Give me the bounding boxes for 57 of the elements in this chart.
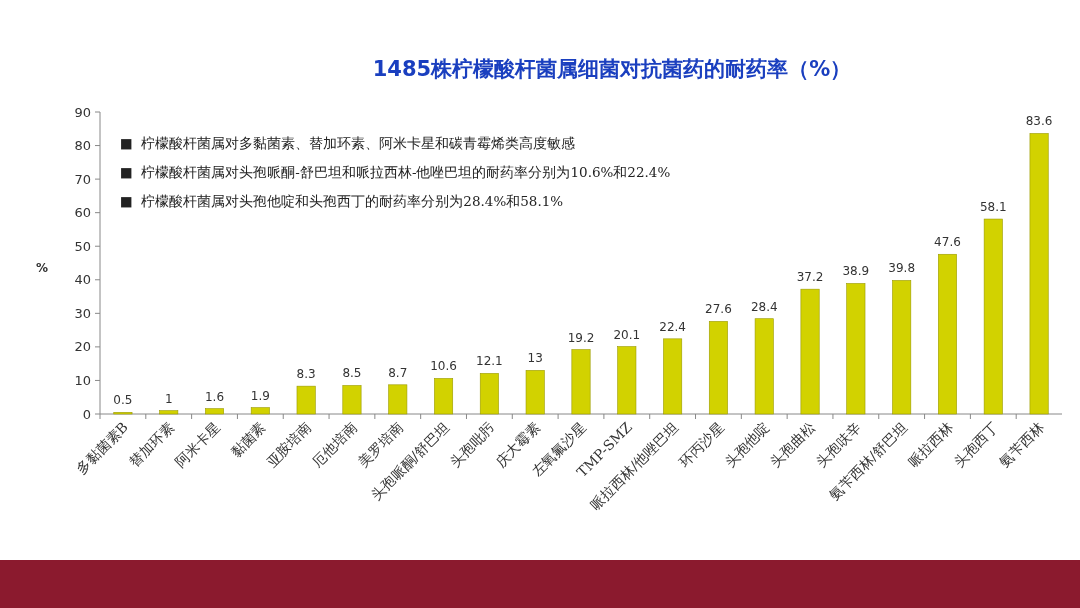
bar [708, 321, 728, 415]
data-label: 1.9 [250, 388, 270, 403]
data-label: 8.5 [342, 366, 362, 381]
data-label: 12.1 [476, 354, 503, 369]
y-tick-label: 30 [74, 305, 91, 321]
bar [663, 338, 683, 415]
data-label: 1.6 [204, 389, 225, 404]
data-label: 10.6 [430, 359, 457, 374]
bar [159, 410, 179, 415]
chart-title: 1485株柠檬酸杆菌属细菌对抗菌药的耐药率（%） [372, 57, 852, 81]
data-label: 58.1 [979, 200, 1007, 215]
bar [617, 346, 637, 415]
y-tick-label: 70 [74, 171, 91, 187]
data-label: 27.6 [705, 302, 732, 317]
bar [388, 384, 408, 415]
y-tick-label: 80 [74, 138, 91, 154]
bar [892, 280, 912, 415]
y-tick-label: 60 [74, 205, 91, 221]
data-label: 38.9 [842, 264, 870, 279]
y-tick-label: 0 [82, 406, 91, 422]
annotation: ■ 柠檬酸杆菌属对头孢哌酮-舒巴坦和哌拉西林-他唑巴坦的耐药率分别为10.6%和22.4% [120, 164, 671, 180]
bar [296, 385, 316, 415]
annotation: ■ 柠檬酸杆菌属对头孢他啶和头孢西丁的耐药率分别为28.4%和58.1% [120, 193, 564, 209]
data-label: 13 [527, 351, 543, 366]
bar [938, 253, 957, 415]
data-label: 19.2 [567, 330, 595, 345]
y-tick-label: 40 [74, 272, 91, 288]
data-label: 0.5 [113, 393, 133, 408]
bar [205, 408, 224, 415]
data-label: 8.3 [296, 367, 316, 382]
data-label: 83.6 [1025, 114, 1053, 129]
data-label: 28.4 [750, 299, 778, 314]
data-label: 20.1 [613, 327, 641, 342]
y-tick-label: 90 [74, 104, 91, 120]
data-label: 37.2 [796, 270, 824, 285]
data-label: 8.7 [388, 365, 408, 380]
bar [571, 349, 591, 415]
y-tick-label: 50 [74, 238, 91, 254]
data-label: 39.8 [888, 261, 916, 276]
y-axis-title: % [35, 261, 49, 275]
bar [846, 283, 866, 415]
bar [754, 318, 774, 415]
bar [434, 378, 454, 415]
data-label: 47.6 [934, 235, 961, 250]
bar [479, 373, 499, 415]
bar [983, 218, 1003, 415]
bar [1029, 133, 1049, 415]
y-tick-label: 20 [74, 339, 91, 355]
bar [800, 288, 820, 415]
y-tick-label: 10 [74, 372, 91, 388]
data-label: 1 [164, 391, 173, 406]
data-label: 22.4 [659, 319, 686, 334]
bar [342, 385, 362, 415]
bar [250, 407, 270, 415]
annotation: ■ 柠檬酸杆菌属对多黏菌素、替加环素、阿米卡星和碳青霉烯类高度敏感 [120, 135, 576, 151]
x-tick-label: 氨苄西林 [996, 418, 1048, 470]
bar [525, 370, 545, 415]
